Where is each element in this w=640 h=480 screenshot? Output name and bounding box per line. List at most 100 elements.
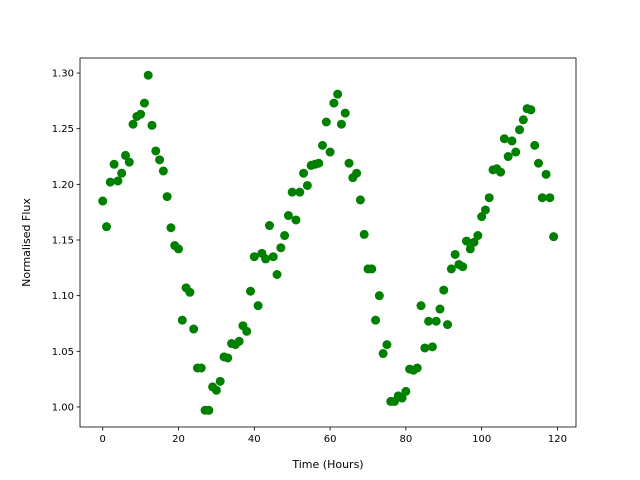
data-point (283, 211, 293, 221)
y-tick-label: 1.20 (52, 180, 74, 191)
data-point (264, 221, 274, 231)
data-point (537, 193, 547, 203)
data-point (109, 159, 119, 169)
data-point (246, 286, 256, 296)
data-point (215, 376, 225, 386)
data-point (480, 205, 490, 215)
data-point (526, 105, 536, 115)
data-point (318, 140, 328, 150)
data-point (276, 243, 286, 253)
data-point (314, 158, 324, 168)
y-tick-label: 1.00 (52, 402, 74, 413)
y-tick-label: 1.25 (52, 124, 74, 135)
data-point (234, 336, 244, 346)
data-point (541, 169, 551, 179)
data-point (105, 177, 115, 187)
data-point (136, 109, 146, 119)
data-point (124, 157, 134, 167)
data-point (291, 215, 301, 225)
y-tick-label: 1.10 (52, 291, 74, 302)
y-tick-label: 1.15 (52, 235, 74, 246)
data-point (545, 193, 555, 203)
data-point (359, 229, 369, 239)
x-tick-label: 60 (324, 434, 337, 445)
x-tick-label: 100 (472, 434, 491, 445)
data-point (302, 180, 312, 190)
data-point (120, 150, 130, 160)
y-tick-label: 1.30 (52, 69, 74, 80)
data-point (424, 316, 434, 326)
data-point (139, 98, 149, 108)
data-point (450, 249, 460, 259)
data-point (287, 187, 297, 197)
data-point (458, 262, 468, 272)
data-point (336, 119, 346, 129)
data-point (401, 386, 411, 396)
data-point (113, 176, 123, 186)
data-point (253, 301, 263, 311)
data-point (158, 166, 168, 176)
data-point (272, 270, 282, 280)
x-tick-label: 40 (248, 434, 261, 445)
data-point (378, 349, 388, 359)
data-point (499, 134, 509, 144)
data-point (439, 285, 449, 295)
data-point (503, 152, 513, 162)
x-axis-label: Time (Hours) (291, 458, 363, 471)
data-point (143, 70, 153, 80)
data-point (177, 315, 187, 325)
data-point (465, 244, 475, 254)
data-point (196, 363, 206, 373)
data-point (261, 254, 271, 264)
data-point (151, 146, 161, 156)
data-point (128, 119, 138, 129)
y-tick-label: 1.05 (52, 347, 74, 358)
x-tick-label: 20 (172, 434, 185, 445)
data-point (371, 315, 381, 325)
data-point (242, 326, 252, 336)
data-point (98, 196, 108, 206)
x-tick-label: 120 (548, 434, 567, 445)
data-point (469, 237, 479, 247)
data-point (443, 320, 453, 330)
data-point (189, 324, 199, 334)
data-point (518, 115, 528, 125)
data-point (185, 287, 195, 297)
data-point (484, 193, 494, 203)
data-point (280, 231, 290, 241)
data-point (223, 353, 233, 363)
data-point (321, 117, 331, 127)
data-point (374, 291, 384, 301)
data-point (174, 244, 184, 254)
data-point (412, 363, 422, 373)
data-point (204, 405, 214, 415)
x-tick-label: 0 (100, 434, 106, 445)
data-point (155, 155, 165, 165)
data-point (530, 140, 540, 150)
data-point (549, 232, 559, 242)
data-point (416, 301, 426, 311)
data-point (446, 264, 456, 274)
data-point (431, 316, 441, 326)
data-point (249, 252, 259, 262)
data-point (325, 147, 335, 157)
data-point (340, 108, 350, 118)
data-point (268, 252, 278, 262)
data-point (533, 158, 543, 168)
data-point (344, 158, 354, 168)
data-point (329, 98, 339, 108)
data-point (397, 393, 407, 403)
data-point (496, 167, 506, 177)
data-point (427, 342, 437, 352)
data-point (333, 89, 343, 99)
data-point (162, 192, 172, 202)
data-point (117, 168, 127, 178)
data-point (511, 147, 521, 157)
data-point (507, 136, 517, 146)
data-point (477, 212, 487, 222)
data-point (211, 385, 221, 395)
data-point (473, 231, 483, 241)
data-point (435, 304, 445, 314)
data-point (367, 264, 377, 274)
